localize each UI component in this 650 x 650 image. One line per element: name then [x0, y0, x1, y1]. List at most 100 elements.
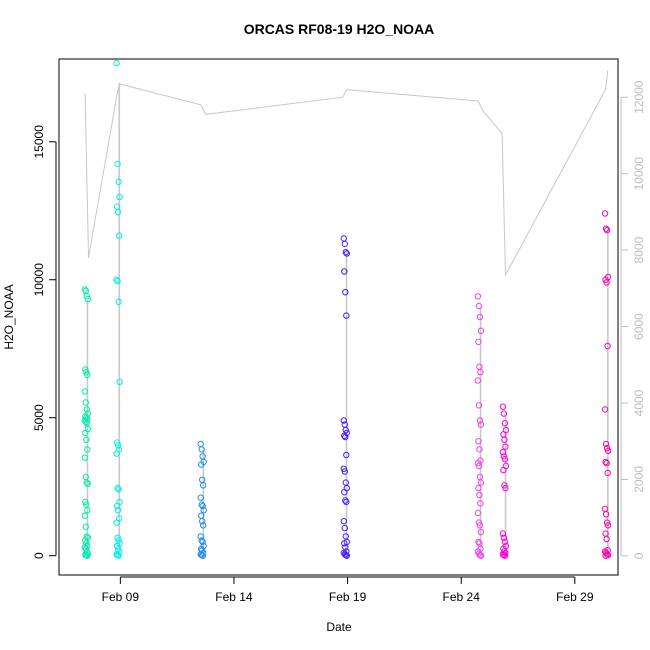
- y2-tick-label: 8000: [632, 236, 646, 263]
- data-point: [82, 366, 89, 373]
- data-point: [500, 534, 508, 541]
- data-point: [341, 268, 348, 275]
- data-point: [200, 507, 207, 514]
- data-point: [475, 462, 483, 470]
- data-point: [340, 235, 347, 242]
- data-point: [601, 210, 609, 217]
- data-point: [604, 447, 612, 454]
- data-point: [474, 377, 482, 384]
- data-point: [341, 432, 348, 439]
- data-point: [340, 518, 347, 525]
- data-point: [477, 529, 485, 536]
- y-axis-label: H2O_NOAA: [2, 284, 16, 349]
- x-tick-label: Feb 19: [329, 590, 367, 604]
- data-point: [82, 418, 90, 426]
- y2-tick-label: 10000: [632, 157, 646, 191]
- data-point: [341, 468, 348, 475]
- data-point: [82, 537, 89, 544]
- y-tick-label: 10000: [32, 263, 46, 297]
- data-point: [603, 460, 610, 467]
- x-tick-label: Feb 14: [215, 590, 253, 604]
- data-point: [603, 226, 611, 234]
- data-point: [475, 484, 482, 492]
- data-point: [115, 232, 123, 239]
- data-point: [601, 406, 609, 413]
- data-point: [602, 276, 609, 283]
- data-point: [341, 540, 348, 547]
- data-point: [114, 534, 121, 541]
- x-tick-label: Feb 24: [443, 590, 481, 604]
- data-point: [604, 342, 611, 350]
- data-point: [197, 494, 204, 501]
- data-point: [604, 522, 612, 529]
- data-point: [342, 433, 349, 441]
- chart-title: ORCAS RF08-19 H2O_NOAA: [244, 21, 435, 37]
- x-tick-label: Feb 09: [102, 590, 140, 604]
- data-point: [200, 522, 207, 529]
- data-point: [81, 454, 89, 461]
- data-point: [198, 537, 205, 544]
- y-tick-label: 0: [32, 552, 46, 559]
- data-point: [81, 388, 89, 395]
- data-point: [197, 533, 204, 540]
- data-point: [476, 491, 483, 499]
- data-point: [500, 453, 508, 460]
- axes: Feb 09 Feb 14 Feb 19 Feb 24 Feb 29 0 5000 10000…: [32, 58, 646, 604]
- data-point: [200, 482, 207, 489]
- data-point: [114, 208, 122, 216]
- data-point: [477, 552, 485, 559]
- data-point: [113, 276, 120, 283]
- data-point: [116, 378, 123, 385]
- data-point: [113, 502, 121, 510]
- data-point: [476, 522, 484, 529]
- data-point: [198, 446, 205, 453]
- data-point: [341, 524, 348, 532]
- data-point: [115, 298, 122, 305]
- data-point: [81, 286, 89, 293]
- data-point: [602, 552, 609, 559]
- data-point: [475, 402, 483, 409]
- data-point: [82, 429, 89, 437]
- data-point: [81, 512, 89, 519]
- data-point: [501, 552, 509, 559]
- data-point: [475, 338, 482, 345]
- data-point: [476, 446, 483, 453]
- y2-tick-label: 12000: [632, 80, 646, 114]
- secondary-series: [84, 70, 609, 277]
- data-point: [114, 160, 121, 168]
- data-point: [477, 421, 485, 428]
- data-point: [475, 302, 483, 310]
- data-point: [477, 327, 485, 334]
- data-point: [474, 460, 482, 467]
- data-point: [113, 542, 121, 550]
- data-point: [83, 533, 91, 540]
- data-point: [113, 519, 120, 526]
- data-point: [476, 417, 484, 424]
- data-point: [477, 500, 484, 507]
- data-point: [84, 295, 92, 303]
- data-point: [502, 443, 509, 450]
- data-point: [82, 399, 90, 406]
- data-point: [474, 509, 482, 517]
- data-point: [501, 436, 508, 443]
- data-point: [501, 538, 509, 546]
- data-point: [602, 440, 610, 448]
- data-point: [502, 484, 509, 492]
- data-point: [499, 530, 507, 537]
- data-point: [199, 518, 206, 525]
- data-point: [84, 446, 91, 453]
- data-point: [477, 479, 485, 486]
- data-point: [476, 313, 484, 321]
- x-tick-label: Feb 29: [556, 590, 594, 604]
- data-point: [499, 403, 507, 410]
- data-point: [83, 479, 91, 486]
- data-point: [197, 440, 204, 448]
- data-point: [115, 178, 122, 186]
- data-point: [477, 369, 484, 376]
- data-point: [601, 505, 609, 512]
- data-point: [602, 225, 610, 232]
- data-point: [113, 450, 120, 457]
- data-point: [604, 469, 611, 477]
- data-point: [83, 293, 91, 300]
- data-point: [474, 293, 482, 300]
